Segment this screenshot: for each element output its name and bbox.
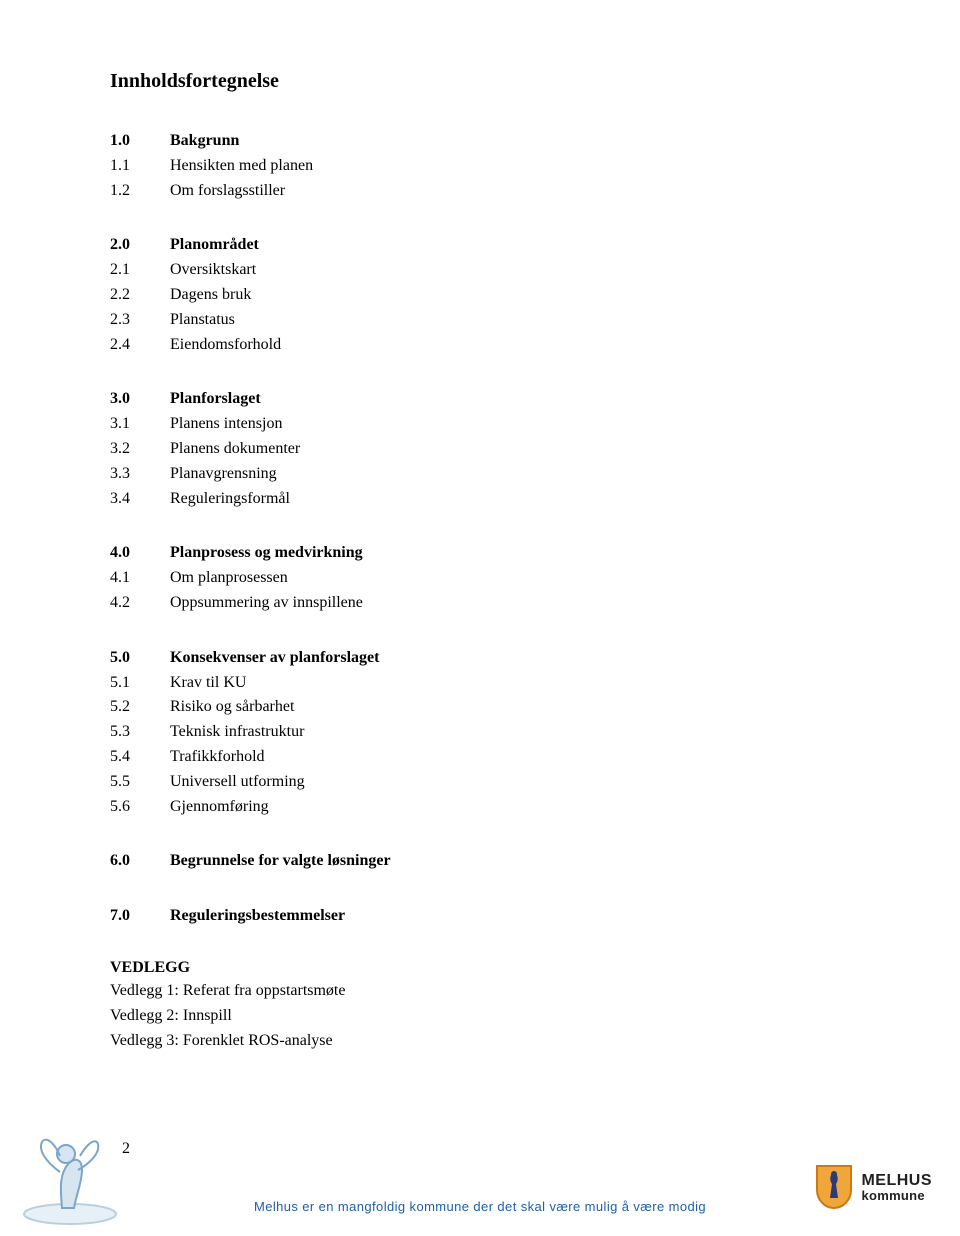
logo-text: MELHUS kommune (861, 1173, 932, 1202)
toc-row: 2.3Planstatus (110, 308, 860, 333)
doc-title: Innholdsfortegnelse (110, 70, 860, 93)
toc-num: 5.4 (110, 745, 170, 770)
toc-label: Planens dokumenter (170, 437, 860, 462)
toc-label: Reguleringsbestemmelser (170, 904, 860, 929)
toc-num: 7.0 (110, 904, 170, 929)
toc-row: 5.5Universell utforming (110, 770, 860, 795)
toc-section-6: 6.0Begrunnelse for valgte løsninger (110, 849, 860, 874)
toc-row: 4.0Planprosess og medvirkning (110, 541, 860, 566)
toc-row: 5.4Trafikkforhold (110, 745, 860, 770)
toc-num: 4.1 (110, 566, 170, 591)
toc-label: Krav til KU (170, 671, 860, 696)
toc-label: Risiko og sårbarhet (170, 695, 860, 720)
toc-label: Planprosess og medvirkning (170, 541, 860, 566)
vedlegg-item: Vedlegg 1: Referat fra oppstartsmøte (110, 979, 860, 1004)
toc-num: 2.1 (110, 258, 170, 283)
toc-section-2: 2.0Planområdet 2.1Oversiktskart 2.2Dagen… (110, 233, 860, 357)
toc-num: 5.1 (110, 671, 170, 696)
toc-row: 3.4Reguleringsformål (110, 487, 860, 512)
toc-num: 3.3 (110, 462, 170, 487)
toc-label: Gjennomføring (170, 795, 860, 820)
page-footer: 2 Melhus er en mangfoldig kommune der de… (0, 1136, 960, 1236)
toc-label: Planavgrensning (170, 462, 860, 487)
vedlegg-section: VEDLEGG Vedlegg 1: Referat fra oppstarts… (110, 959, 860, 1053)
toc-num: 1.2 (110, 179, 170, 204)
toc-label: Dagens bruk (170, 283, 860, 308)
toc-num: 2.4 (110, 333, 170, 358)
toc-label: Reguleringsformål (170, 487, 860, 512)
toc-label: Planstatus (170, 308, 860, 333)
toc-label: Hensikten med planen (170, 154, 860, 179)
logo-line1: MELHUS (861, 1173, 932, 1189)
toc-row: 2.4Eiendomsforhold (110, 333, 860, 358)
toc-label: Teknisk infrastruktur (170, 720, 860, 745)
toc-row: 2.2Dagens bruk (110, 283, 860, 308)
toc-row: 5.2Risiko og sårbarhet (110, 695, 860, 720)
toc-num: 5.3 (110, 720, 170, 745)
toc-row: 4.1Om planprosessen (110, 566, 860, 591)
toc-section-4: 4.0Planprosess og medvirkning 4.1Om plan… (110, 541, 860, 615)
toc-num: 1.1 (110, 154, 170, 179)
toc-row: 4.2Oppsummering av innspillene (110, 591, 860, 616)
toc-row: 3.0Planforslaget (110, 387, 860, 412)
toc-row: 5.0Konsekvenser av planforslaget (110, 646, 860, 671)
toc-row: 5.6Gjennomføring (110, 795, 860, 820)
toc-label: Planens intensjon (170, 412, 860, 437)
toc-row: 1.2Om forslagsstiller (110, 179, 860, 204)
logo-line2: kommune (861, 1189, 932, 1202)
toc-label: Universell utforming (170, 770, 860, 795)
toc-num: 5.5 (110, 770, 170, 795)
toc-num: 6.0 (110, 849, 170, 874)
toc-row: 3.1Planens intensjon (110, 412, 860, 437)
toc-row: 2.1Oversiktskart (110, 258, 860, 283)
toc-num: 2.0 (110, 233, 170, 258)
toc-label: Oversiktskart (170, 258, 860, 283)
vedlegg-item: Vedlegg 3: Forenklet ROS-analyse (110, 1029, 860, 1054)
toc-num: 3.4 (110, 487, 170, 512)
toc-row: 3.3Planavgrensning (110, 462, 860, 487)
toc-label: Bakgrunn (170, 129, 860, 154)
toc-row: 7.0Reguleringsbestemmelser (110, 904, 860, 929)
toc-num: 4.2 (110, 591, 170, 616)
melhus-logo: MELHUS kommune (815, 1164, 932, 1210)
vedlegg-title: VEDLEGG (110, 959, 860, 977)
toc-label: Planområdet (170, 233, 860, 258)
toc-label: Om planprosessen (170, 566, 860, 591)
toc-row: 1.1Hensikten med planen (110, 154, 860, 179)
toc-label: Trafikkforhold (170, 745, 860, 770)
toc-row: 1.0Bakgrunn (110, 129, 860, 154)
decorative-figure-icon (10, 1126, 130, 1226)
toc-num: 3.0 (110, 387, 170, 412)
document-page: Innholdsfortegnelse 1.0Bakgrunn 1.1Hensi… (0, 0, 960, 1236)
toc-num: 3.2 (110, 437, 170, 462)
toc-num: 5.2 (110, 695, 170, 720)
shield-icon (815, 1164, 853, 1210)
toc-row: 3.2Planens dokumenter (110, 437, 860, 462)
toc-label: Om forslagsstiller (170, 179, 860, 204)
toc-label: Begrunnelse for valgte løsninger (170, 849, 860, 874)
toc-section-7: 7.0Reguleringsbestemmelser (110, 904, 860, 929)
toc-num: 2.2 (110, 283, 170, 308)
toc-row: 5.3Teknisk infrastruktur (110, 720, 860, 745)
toc-label: Eiendomsforhold (170, 333, 860, 358)
toc-section-3: 3.0Planforslaget 3.1Planens intensjon 3.… (110, 387, 860, 511)
toc-row: 2.0Planområdet (110, 233, 860, 258)
toc-section-1: 1.0Bakgrunn 1.1Hensikten med planen 1.2O… (110, 129, 860, 203)
toc-label: Oppsummering av innspillene (170, 591, 860, 616)
toc-num: 3.1 (110, 412, 170, 437)
toc-num: 4.0 (110, 541, 170, 566)
toc-num: 5.0 (110, 646, 170, 671)
toc-num: 5.6 (110, 795, 170, 820)
toc-section-5: 5.0Konsekvenser av planforslaget 5.1Krav… (110, 646, 860, 820)
toc-row: 6.0Begrunnelse for valgte løsninger (110, 849, 860, 874)
vedlegg-item: Vedlegg 2: Innspill (110, 1004, 860, 1029)
toc-num: 2.3 (110, 308, 170, 333)
toc-num: 1.0 (110, 129, 170, 154)
toc-row: 5.1Krav til KU (110, 671, 860, 696)
toc-label: Konsekvenser av planforslaget (170, 646, 860, 671)
toc-label: Planforslaget (170, 387, 860, 412)
